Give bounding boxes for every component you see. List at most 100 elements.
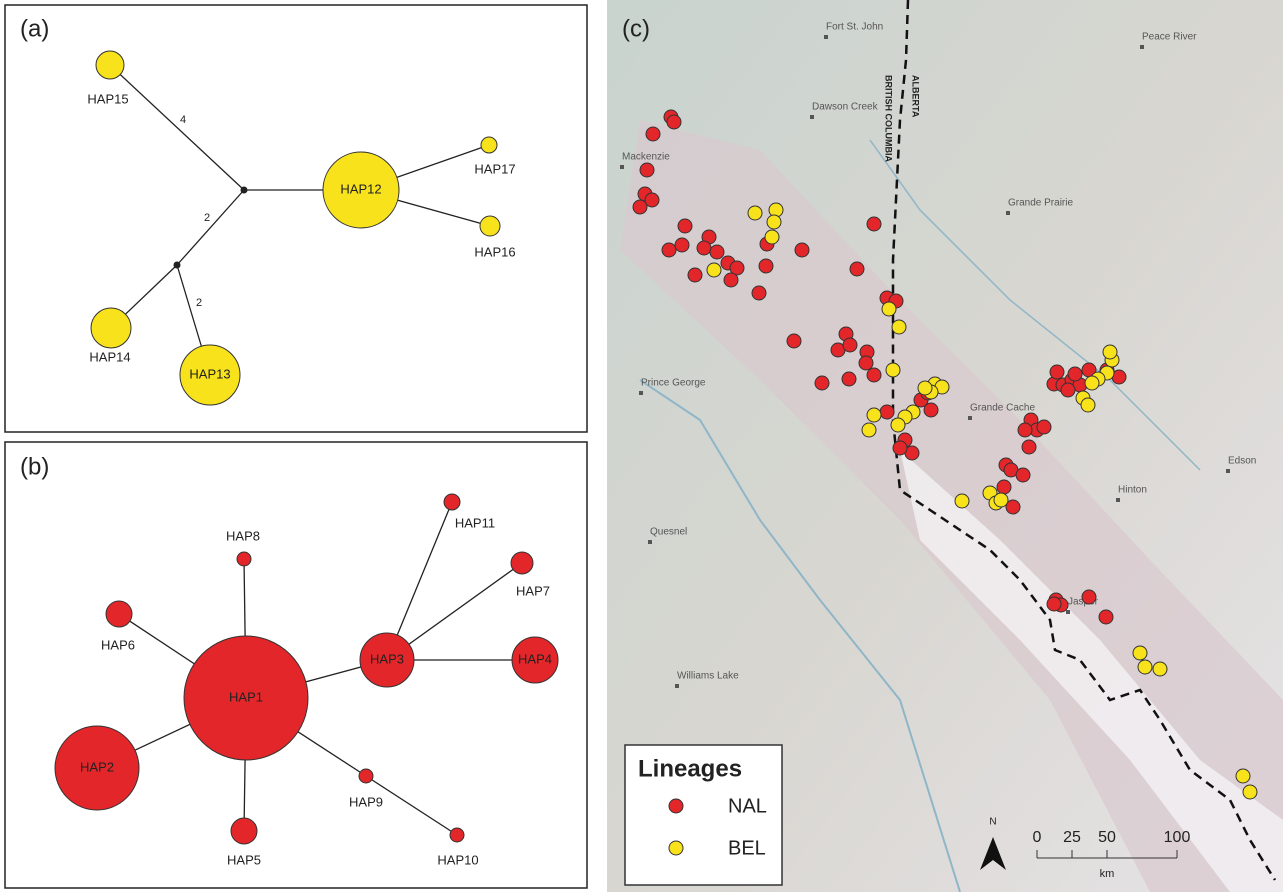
- place-marker: [1226, 469, 1230, 473]
- place-marker: [639, 391, 643, 395]
- bel-point: [1085, 376, 1099, 390]
- legend-marker: [669, 841, 683, 855]
- place-label: Prince George: [641, 378, 706, 389]
- nal-point: [759, 259, 773, 273]
- nal-point: [640, 163, 654, 177]
- place-marker: [620, 165, 624, 169]
- place-marker: [1116, 498, 1120, 502]
- nal-point: [752, 286, 766, 300]
- place-label: Mackenzie: [622, 152, 670, 163]
- node-label: HAP7: [516, 583, 550, 598]
- edge-label: 2: [196, 297, 202, 309]
- node-label: HAP6: [101, 637, 135, 652]
- bel-point: [886, 363, 900, 377]
- nal-point: [1022, 440, 1036, 454]
- bel-point: [882, 302, 896, 316]
- scale-label: 0: [1033, 829, 1042, 846]
- node-label: HAP12: [340, 181, 381, 196]
- bel-point: [707, 263, 721, 277]
- bel-point: [867, 408, 881, 422]
- legend-marker: [669, 799, 683, 813]
- node-label: HAP11: [455, 515, 495, 530]
- nal-point: [697, 241, 711, 255]
- node-label: HAP1: [229, 689, 263, 704]
- node-label: HAP2: [80, 759, 114, 774]
- nal-point: [867, 217, 881, 231]
- bel-point: [1153, 662, 1167, 676]
- node-label: HAP14: [89, 349, 130, 364]
- nal-point: [667, 115, 681, 129]
- border-label: BRITISH COLUMBIA: [884, 75, 894, 162]
- nal-point: [1018, 423, 1032, 437]
- nal-point: [1016, 468, 1030, 482]
- nal-point: [924, 403, 938, 417]
- node-label: HAP3: [370, 651, 404, 666]
- place-label: Fort St. John: [826, 22, 883, 33]
- nal-point: [1037, 420, 1051, 434]
- place-label: Quesnel: [650, 527, 687, 538]
- bel-point: [765, 230, 779, 244]
- bel-point: [1243, 785, 1257, 799]
- nal-point: [850, 262, 864, 276]
- place-marker: [824, 35, 828, 39]
- nal-point: [893, 441, 907, 455]
- panel-label: (a): [20, 15, 49, 42]
- border-label: ALBERTA: [911, 75, 921, 118]
- bel-point: [994, 493, 1008, 507]
- nal-point: [859, 356, 873, 370]
- bel-point: [892, 320, 906, 334]
- nal-point: [842, 372, 856, 386]
- nal-point: [1099, 610, 1113, 624]
- north-label: N: [989, 817, 996, 828]
- node-label: HAP4: [518, 651, 552, 666]
- edge-label: 2: [204, 212, 210, 224]
- place-label: Hinton: [1118, 485, 1147, 496]
- panel-label: (b): [20, 453, 49, 480]
- bel-point: [1236, 769, 1250, 783]
- place-marker: [675, 684, 679, 688]
- node-label: HAP15: [87, 91, 128, 106]
- place-label: Edson: [1228, 456, 1256, 467]
- node-label: HAP9: [349, 794, 383, 809]
- nal-point: [1068, 367, 1082, 381]
- nal-point: [867, 368, 881, 382]
- place-label: Grande Cache: [970, 403, 1035, 414]
- edge-label: 4: [180, 114, 186, 126]
- place-marker: [810, 115, 814, 119]
- nal-point: [1061, 383, 1075, 397]
- figure: (a) HAP15 HAP12 HAP17 HAP16 HAP14 HAP13 …: [0, 0, 1283, 892]
- place-label: Dawson Creek: [812, 102, 879, 113]
- nal-point: [880, 405, 894, 419]
- place-marker: [968, 416, 972, 420]
- bel-point: [862, 423, 876, 437]
- nal-point: [815, 376, 829, 390]
- nal-point: [662, 243, 676, 257]
- scale-label: 25: [1063, 829, 1081, 846]
- nal-point: [710, 245, 724, 259]
- legend-title: Lineages: [638, 755, 742, 782]
- node-label: HAP16: [474, 244, 515, 259]
- nal-point: [1082, 590, 1096, 604]
- place-marker: [1066, 610, 1070, 614]
- bel-point: [1133, 646, 1147, 660]
- nal-point: [688, 268, 702, 282]
- scale-label: 50: [1098, 829, 1116, 846]
- nal-point: [678, 219, 692, 233]
- place-label: Williams Lake: [677, 671, 739, 682]
- nal-point: [1047, 597, 1061, 611]
- bel-point: [1103, 345, 1117, 359]
- place-label: Peace River: [1142, 32, 1197, 43]
- node-label: HAP13: [189, 366, 230, 381]
- nal-point: [646, 127, 660, 141]
- scale-label: 100: [1164, 829, 1191, 846]
- nal-point: [795, 243, 809, 257]
- panel-label: (c): [622, 15, 650, 42]
- nal-point: [787, 334, 801, 348]
- legend-label: NAL: [728, 795, 767, 817]
- node-label: HAP10: [437, 852, 478, 867]
- nal-point: [843, 338, 857, 352]
- scale-unit: km: [1100, 868, 1115, 880]
- bel-point: [955, 494, 969, 508]
- place-marker: [1006, 211, 1010, 215]
- bel-point: [1138, 660, 1152, 674]
